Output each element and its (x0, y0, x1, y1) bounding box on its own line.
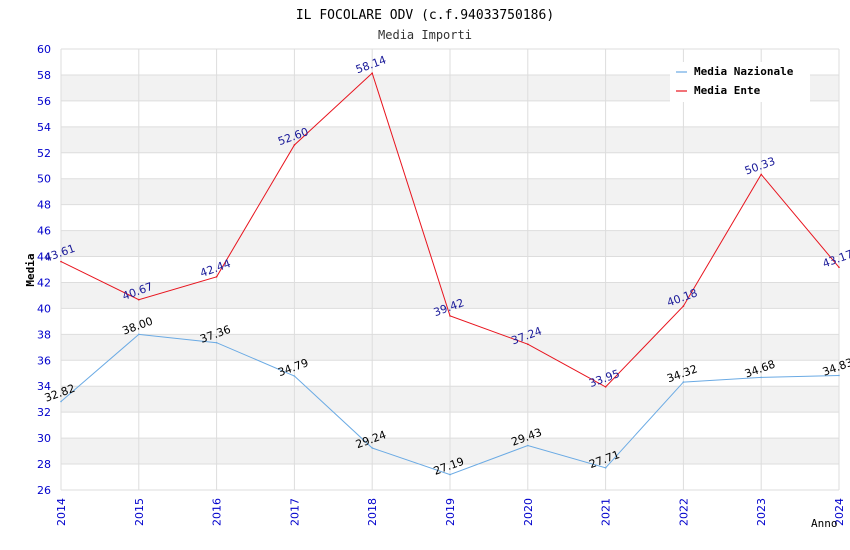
y-tick-label: 50 (37, 173, 51, 186)
legend-box (670, 62, 810, 102)
y-tick-label: 38 (37, 328, 51, 341)
y-tick-label: 54 (37, 121, 51, 134)
data-point (527, 343, 529, 346)
data-point (215, 341, 218, 344)
y-tick-label: 46 (37, 225, 51, 238)
data-point (527, 444, 529, 447)
x-tick-label: 2021 (600, 498, 613, 526)
x-tick-label: 2018 (366, 498, 379, 526)
y-tick-label: 48 (37, 199, 51, 212)
y-tick-label: 42 (37, 276, 51, 289)
y-tick-label: 34 (37, 380, 51, 393)
x-tick-label: 2022 (677, 498, 690, 526)
y-tick-label: 60 (37, 43, 51, 56)
data-point (215, 275, 218, 278)
y-axis-ticks: 26 28 30 32 34 36 38 40 42 44 46 48 50 52 54 56 58 60 (37, 43, 51, 497)
chart-subtitle: Media Importi (378, 28, 472, 42)
legend-label-nazionale: Media Nazionale (694, 65, 794, 78)
y-axis-label: Media (24, 253, 37, 286)
x-tick-label: 2016 (211, 498, 224, 526)
data-point (760, 376, 762, 379)
y-tick-label: 56 (37, 95, 51, 108)
y-tick-label: 40 (37, 302, 51, 315)
data-point (604, 386, 607, 388)
y-tick-label: 32 (37, 406, 51, 419)
x-tick-label: 2015 (133, 498, 146, 526)
data-point (60, 400, 62, 403)
data-point (60, 260, 62, 263)
gridlines (60, 48, 840, 491)
data-point (293, 144, 296, 146)
x-tick-label: 2019 (444, 498, 457, 526)
data-point (604, 467, 607, 469)
x-axis-label: Anno (811, 517, 838, 530)
data-point (138, 298, 140, 301)
data-point (138, 333, 140, 336)
y-tick-label: 26 (37, 484, 51, 497)
x-tick-label: 2024 (833, 498, 846, 526)
data-point (682, 305, 685, 307)
y-tick-label: 36 (37, 354, 51, 367)
data-point (760, 173, 762, 176)
legend-label-ente: Media Ente (694, 84, 761, 97)
y-tick-label: 30 (37, 432, 51, 445)
y-tick-label: 44 (37, 251, 51, 264)
x-tick-label: 2023 (755, 498, 768, 526)
x-tick-label: 2014 (55, 498, 68, 526)
x-tick-label: 2020 (522, 498, 535, 526)
data-point (838, 266, 840, 269)
data-point (293, 375, 296, 377)
data-point (449, 473, 451, 476)
data-point (371, 447, 374, 449)
y-tick-label: 52 (37, 147, 51, 160)
data-point (838, 374, 840, 377)
y-tick-label: 28 (37, 458, 51, 471)
series-layer (60, 72, 840, 476)
data-point (449, 315, 451, 317)
x-axis-ticks: 2014 2015 2016 2017 2018 2019 2020 2021 2022 2023… (55, 498, 846, 526)
x-tick-label: 2017 (288, 498, 301, 526)
chart-title: IL FOCOLARE ODV (c.f.94033750186) (296, 8, 554, 23)
y-tick-label: 58 (37, 69, 51, 82)
legend: Media Nazionale Media Ente (670, 62, 810, 102)
data-point (682, 381, 685, 383)
data-point (371, 72, 374, 74)
